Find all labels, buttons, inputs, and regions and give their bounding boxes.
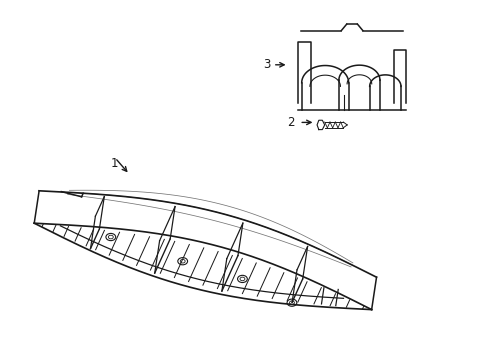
Text: 2: 2 xyxy=(286,116,294,129)
Text: 1: 1 xyxy=(111,157,119,170)
Text: 3: 3 xyxy=(262,58,270,71)
